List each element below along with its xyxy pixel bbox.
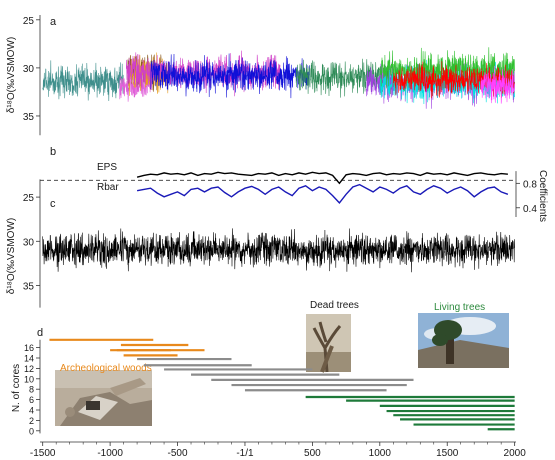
panel-d-y-label: N. of cores [11,364,22,412]
x-tick-label-5: 1000 [369,448,392,459]
panel-a-series-2 [119,72,151,102]
living-trees-label: Living trees [434,302,485,313]
panel-d-tick-label-14: 14 [24,354,34,364]
panel-letter-b: b [50,146,56,158]
panel-d-tick-label-6: 6 [29,395,34,405]
panel-c [42,228,515,273]
panel-d-tick-label-12: 12 [24,364,34,374]
panel-c-series-0 [42,228,515,273]
panel-a-y-label: δ¹⁸O(‰VSMOW) [6,37,17,113]
x-tick-label-1: -1000 [97,448,123,459]
archeological-woods-label: Archeological woods [60,363,152,374]
panel-c-tick-label-25: 25 [23,193,35,204]
dead-trees-photo [306,314,351,373]
rbar-line [136,183,509,204]
archeological-woods-photo [55,370,152,426]
panel-c-y-label: δ¹⁸O(‰VSMOW) [6,218,17,294]
panel-c-tick-label-35: 35 [23,281,35,292]
panel-d-tick-label-4: 4 [29,406,34,416]
panel-c-y-axis: 25 30 35 [23,179,41,308]
x-tick-label-6: 1500 [436,448,459,459]
x-tick-label-0: -1500 [30,448,56,459]
panel-b-y-label: Coefficients [537,170,548,222]
panel-d-tick-label-8: 8 [29,385,34,395]
panel-c-tick-label-30: 30 [23,237,35,248]
panel-a-series-0 [42,60,124,102]
panel-b-tick-label-0.8: 0.8 [523,179,537,190]
panel-a-tick-label-25: 25 [23,16,35,27]
panel-d-tick-label-16: 16 [24,343,34,353]
panel-d-tick-label-2: 2 [29,416,34,426]
x-tick-label-7: 2000 [504,448,527,459]
panel-a-series-11 [480,65,515,104]
panel-letter-d: d [37,327,43,339]
panel-a-y-axis: 25 30 35 [23,15,41,136]
panel-a-tick-label-30: 30 [23,64,35,75]
dead-trees-label: Dead trees [310,300,359,311]
panel-d-tick-label-10: 10 [24,374,34,384]
x-tick-label-2: -500 [168,448,188,459]
panel-letter-c: c [50,198,56,210]
x-tick-label-3: -1/1 [236,448,254,459]
panel-b-tick-label-0.4: 0.4 [523,204,537,215]
eps-label: EPS [97,162,117,173]
x-tick-label-4: 500 [304,448,321,459]
rbar-label: Rbar [97,182,119,193]
panel-d-tick-label-0: 0 [29,426,34,436]
panel-letter-a: a [50,16,57,28]
panel-a [42,47,515,109]
panel-a-series-5 [150,53,310,99]
x-axis: -1500 -1000 -500 -1/1 500 1000 1500 2000 [30,441,527,459]
panel-b [40,171,516,204]
panel-b-y-axis: 0.4 0.8 [515,171,537,217]
eps-line [136,171,508,185]
panel-a-tick-label-35: 35 [23,112,35,123]
panel-d [49,338,515,431]
living-trees-photo [418,313,509,368]
